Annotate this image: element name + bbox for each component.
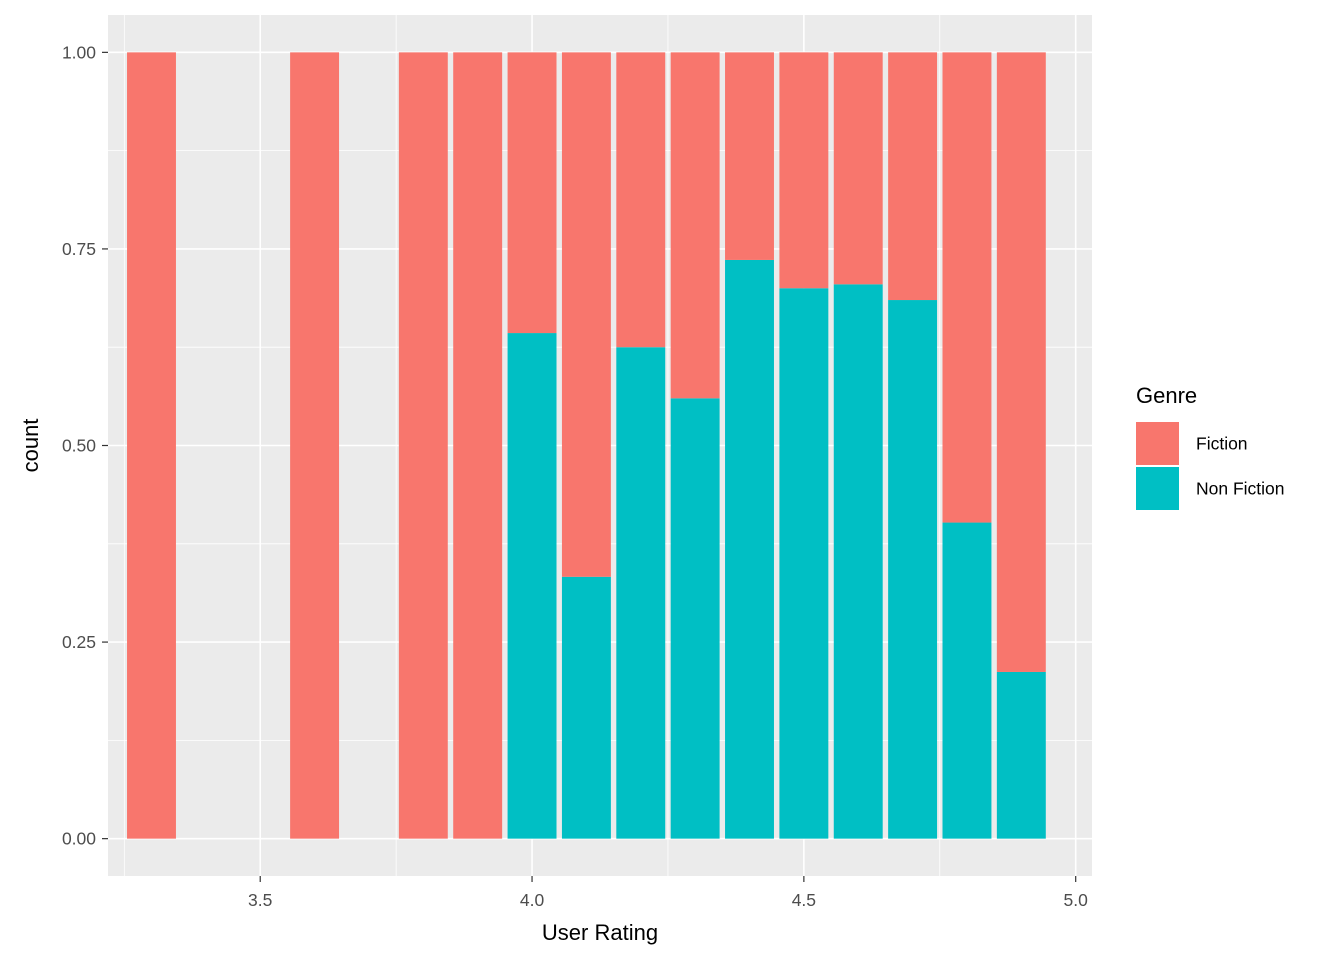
bar-non-fiction [942,522,992,839]
bar-fiction [996,52,1046,672]
legend-key-fiction [1136,422,1179,465]
bar-fiction [507,52,557,334]
y-tick-label: 1.00 [62,42,96,62]
bar-non-fiction [833,284,883,839]
bar-fiction [453,52,503,839]
bar-non-fiction [670,398,720,839]
bar-non-fiction [888,300,938,839]
bar-non-fiction [561,576,611,839]
bar-fiction [725,52,774,260]
bar-fiction [127,52,176,839]
y-tick-label: 0.00 [62,829,96,849]
x-axis-title: User Rating [542,920,658,945]
y-tick-label: 0.50 [62,436,96,456]
x-tick-label: 4.5 [792,890,816,910]
bar-non-fiction [779,288,829,839]
legend-title: Genre [1136,383,1197,408]
bar-fiction [290,52,340,839]
bar-non-fiction [725,259,774,839]
bar-fiction [561,52,611,577]
legend-label-non-fiction: Non Fiction [1196,479,1285,499]
y-tick-label: 0.25 [62,632,96,652]
y-tick-label: 0.75 [62,239,96,259]
x-tick-label: 3.5 [248,890,272,910]
legend-label-fiction: Fiction [1196,434,1248,454]
bar-fiction [398,52,448,839]
legend-key-non-fiction [1136,467,1179,510]
bar-fiction [888,52,938,301]
x-tick-label: 4.0 [520,890,545,910]
bar-non-fiction [507,333,557,839]
y-axis-title: count [18,419,43,473]
y-axis: 0.00 0.25 0.50 0.75 1.00 [62,42,108,849]
bar-fiction [833,52,883,285]
legend: Genre Fiction Non Fiction [1136,383,1285,510]
bar-fiction [779,52,829,289]
bar-fiction [942,52,992,523]
bar-fiction [616,52,666,348]
x-tick-label: 5.0 [1064,890,1089,910]
bars [127,52,1046,839]
bar-fiction [670,52,720,399]
bar-non-fiction [996,671,1046,839]
bar-non-fiction [616,347,666,839]
x-axis: 3.5 4.0 4.5 5.0 [248,876,1088,910]
